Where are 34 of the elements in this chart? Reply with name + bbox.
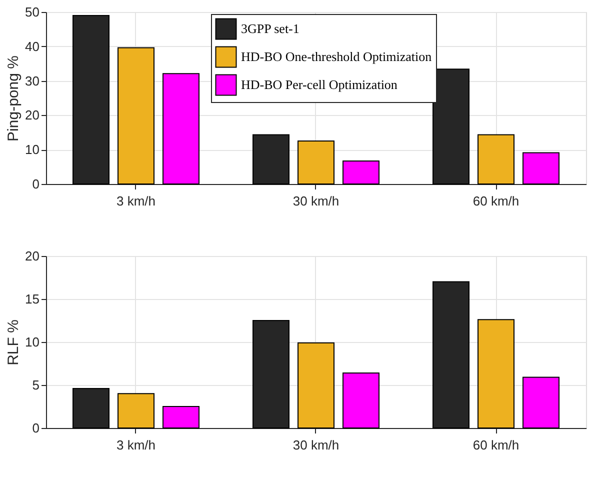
bar: [298, 140, 334, 184]
bar: [478, 134, 514, 184]
legend-label: 3GPP set-1: [241, 21, 300, 36]
y-tick-label: 0: [32, 420, 40, 436]
y-axis-title: RLF %: [5, 320, 22, 366]
legend-label: HD-BO Per-cell Optimization: [241, 77, 398, 92]
y-tick-label: 40: [25, 38, 40, 54]
y-tick-label: 30: [25, 73, 40, 88]
x-tick-label: 3 km/h: [116, 194, 156, 208]
y-tick-label: 0: [32, 176, 40, 192]
y-tick-label: 10: [25, 334, 40, 350]
x-tick-label: 30 km/h: [292, 438, 340, 452]
x-tick-label: 3 km/h: [116, 438, 156, 452]
bar: [162, 73, 200, 184]
x-tick-label: 30 km/h: [292, 194, 340, 208]
bar: [118, 47, 154, 184]
x-tick-label: 60 km/h: [472, 194, 520, 208]
x-tick-label: 60 km/h: [472, 438, 520, 452]
y-tick-label: 15: [25, 292, 40, 306]
bar: [478, 319, 514, 428]
bar: [118, 393, 154, 428]
y-tick-label: 20: [25, 108, 40, 123]
bar: [298, 342, 334, 428]
bar: [162, 406, 200, 428]
y-tick-label: 50: [25, 4, 40, 20]
y-tick-label: 5: [32, 378, 40, 392]
bar: [522, 152, 560, 184]
y-tick-label: 10: [25, 142, 40, 158]
bar: [342, 160, 380, 184]
bar: [342, 372, 380, 428]
bar: [522, 376, 560, 428]
y-tick-label: 20: [25, 248, 40, 264]
y-axis-title: Ping-pong %: [5, 56, 22, 142]
legend-label: HD-BO One-threshold Optimization: [241, 49, 432, 64]
